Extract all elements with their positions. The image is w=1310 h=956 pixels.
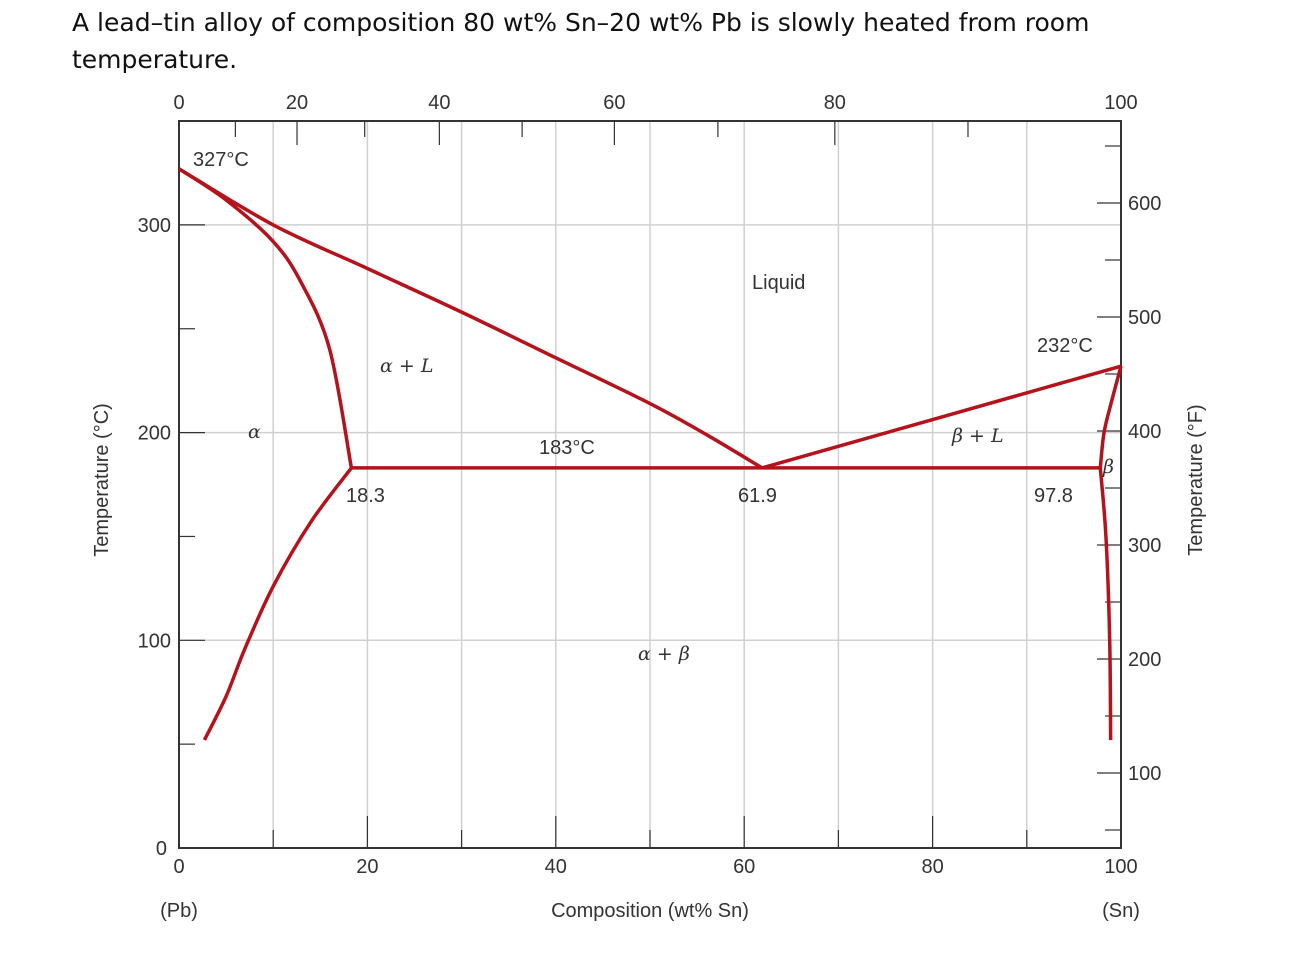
plot-frame — [178, 120, 1122, 849]
pb-melting-point-label: 327°C — [193, 149, 249, 171]
top-tick-label: 80 — [824, 92, 846, 114]
sn-end-label: (Sn) — [1102, 900, 1140, 922]
beta-region-label: β — [1102, 456, 1114, 478]
solvus-beta-curve — [1098, 467, 1113, 741]
sn-melting-point-label: 232°C — [1037, 335, 1093, 357]
y-tick-label: 200 — [138, 423, 171, 445]
pb-end-label: (Pb) — [160, 900, 198, 922]
eutectic-comp-label: 61.9 — [738, 485, 777, 507]
liquidus-left-curve — [178, 167, 763, 470]
y-tick-label: 300 — [138, 215, 171, 237]
question-text: A lead–tin alloy of composition 80 wt% S… — [72, 8, 1090, 74]
y2-tick-label: 500 — [1128, 307, 1161, 329]
solidus-beta-curve — [1098, 365, 1123, 469]
y-tick-label: 100 — [138, 630, 171, 652]
eutectic-temp-label: 183°C — [539, 437, 595, 459]
x-tick-label: 0 — [173, 856, 184, 878]
alpha-plus-liquid-label: α + L — [380, 355, 433, 377]
x-tick-label: 100 — [1104, 856, 1137, 878]
phase-curves — [178, 167, 1123, 741]
y2-tick-label: 300 — [1128, 535, 1161, 557]
y-axis-title: Temperature (°C) — [91, 403, 113, 557]
top-tick-label: 60 — [603, 92, 625, 114]
top-tick-label: 20 — [286, 92, 308, 114]
top-tick-label: 0 — [173, 92, 184, 114]
x-tick-label: 80 — [921, 856, 943, 878]
alpha-limit-label: 18.3 — [346, 485, 385, 507]
beta-limit-label: 97.8 — [1034, 485, 1073, 507]
ticks: 0 20 40 60 80 100 0 20 40 60 80 100 0 100 200 300 100 200… — [138, 92, 1162, 878]
grid — [179, 121, 1121, 848]
liquidus-right-curve — [761, 364, 1122, 470]
solvus-alpha-curve — [202, 466, 353, 741]
x-tick-label: 60 — [733, 856, 755, 878]
y-tick-label: 0 — [156, 838, 167, 860]
top-tick-label: 40 — [428, 92, 450, 114]
y2-tick-label: 400 — [1128, 421, 1161, 443]
alpha-plus-beta-label: α + β — [638, 643, 690, 665]
y2-axis-title: Temperature (°F) — [1185, 404, 1207, 555]
alpha-region-label: α — [248, 421, 261, 443]
y2-tick-label: 600 — [1128, 193, 1161, 215]
x-axis-title: Composition (wt% Sn) — [551, 900, 749, 922]
liquid-region-label: Liquid — [752, 272, 805, 294]
y2-tick-label: 200 — [1128, 649, 1161, 671]
x-tick-label: 40 — [545, 856, 567, 878]
top-tick-label: 100 — [1104, 92, 1137, 114]
beta-plus-liquid-label: β + L — [951, 425, 1004, 447]
solidus-alpha-curve — [178, 167, 354, 469]
x-tick-label: 20 — [356, 856, 378, 878]
y2-tick-label: 100 — [1128, 763, 1161, 785]
